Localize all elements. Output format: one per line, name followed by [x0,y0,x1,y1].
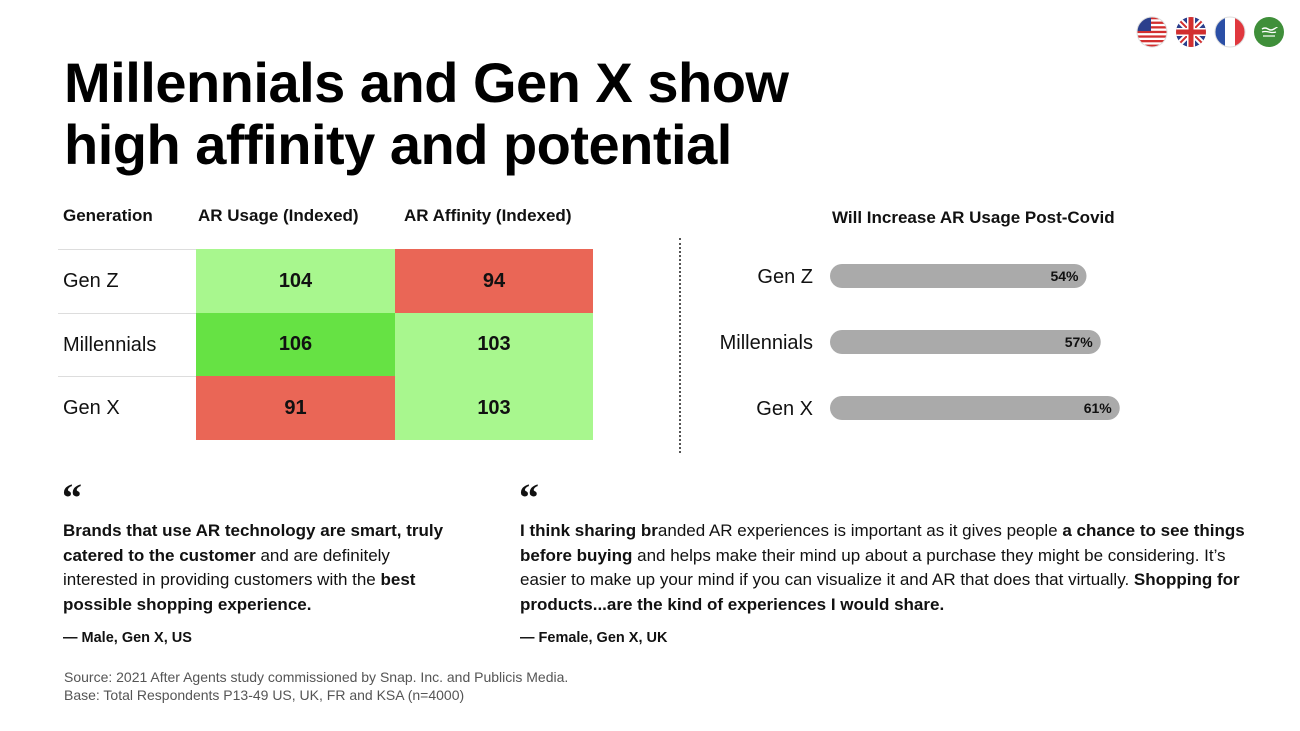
bar-category-label: Gen Z [757,266,813,288]
quote-emphasis: best possible shopping experience. [63,570,416,614]
bar [830,396,1120,420]
bar-value-label: 57% [1065,334,1094,350]
table-cell-usage-millennials: 106 [196,313,395,376]
row-divider [58,313,196,314]
bar-value-label: 54% [1050,268,1079,284]
quote-mark-icon: “ [519,475,539,520]
source-line: Source: 2021 After Agents study commissi… [64,669,569,685]
quote-emphasis: I think sharing br [520,521,658,540]
chart-title: Will Increase AR Usage Post-Covid [832,208,1115,227]
quote-text-female-gen-x: I think sharing branded AR experiences i… [520,519,1260,617]
table-header-ar-usage: AR Usage (Indexed) [198,206,359,225]
bar-category-label: Millennials [720,332,813,354]
bar [830,264,1087,288]
uk-flag-icon[interactable] [1175,16,1207,48]
table-cell-usage-gen-z: 104 [196,249,395,313]
row-divider [58,249,196,250]
quote-segment: and helps make their mind up about a pur… [520,545,1226,590]
row-label-gen-x: Gen X [63,397,120,419]
page-title-line-1: Millennials and Gen X show [64,51,789,114]
quote-emphasis: Brands that use AR technology are smart,… [63,521,444,565]
quote-text-male-gen-x: Brands that use AR technology are smart,… [63,519,463,617]
quote-segment: and are definitely interested in providi… [63,545,390,590]
quote-attribution-female: — Female, Gen X, UK [520,630,668,646]
saudi-arabia-flag-icon[interactable] [1253,16,1285,48]
quote-emphasis: a chance to see things before buying [520,521,1245,565]
page-title-line-2: high affinity and potential [64,113,732,176]
base-line: Base: Total Respondents P13-49 US, UK, F… [64,687,465,703]
table-cell-affinity-millennials: 103 [395,313,593,376]
quote-attribution-male: — Male, Gen X, US [63,630,192,646]
table-cell-affinity-gen-x: 103 [395,376,593,440]
flag-row [1136,16,1285,48]
table-cell-usage-gen-x: 91 [196,376,395,440]
source-note: Source: 2021 After Agents study commissi… [64,668,568,704]
quote-mark-icon: “ [62,475,82,520]
row-label-millennials: Millennials [63,334,157,356]
quote-emphasis: Shopping for products...are the kind of … [520,570,1240,614]
row-divider [58,376,196,377]
france-flag-icon[interactable] [1214,16,1246,48]
bar-value-label: 61% [1084,400,1113,416]
page-title: Millennials and Gen X show high affinity… [64,52,964,176]
bar-category-label: Gen X [756,398,813,420]
table-header-ar-affinity: AR Affinity (Indexed) [404,206,572,225]
bar [830,330,1101,354]
row-label-gen-z: Gen Z [63,270,119,292]
table-cell-affinity-gen-z: 94 [395,249,593,313]
table-header-generation: Generation [63,206,153,225]
section-divider [679,238,681,453]
post-covid-bar-chart: Gen Z 54% Millennials 57% Gen X 61% [720,264,1120,420]
quote-segment: anded AR experiences is important as it … [657,521,1063,540]
us-flag-icon[interactable] [1136,16,1168,48]
